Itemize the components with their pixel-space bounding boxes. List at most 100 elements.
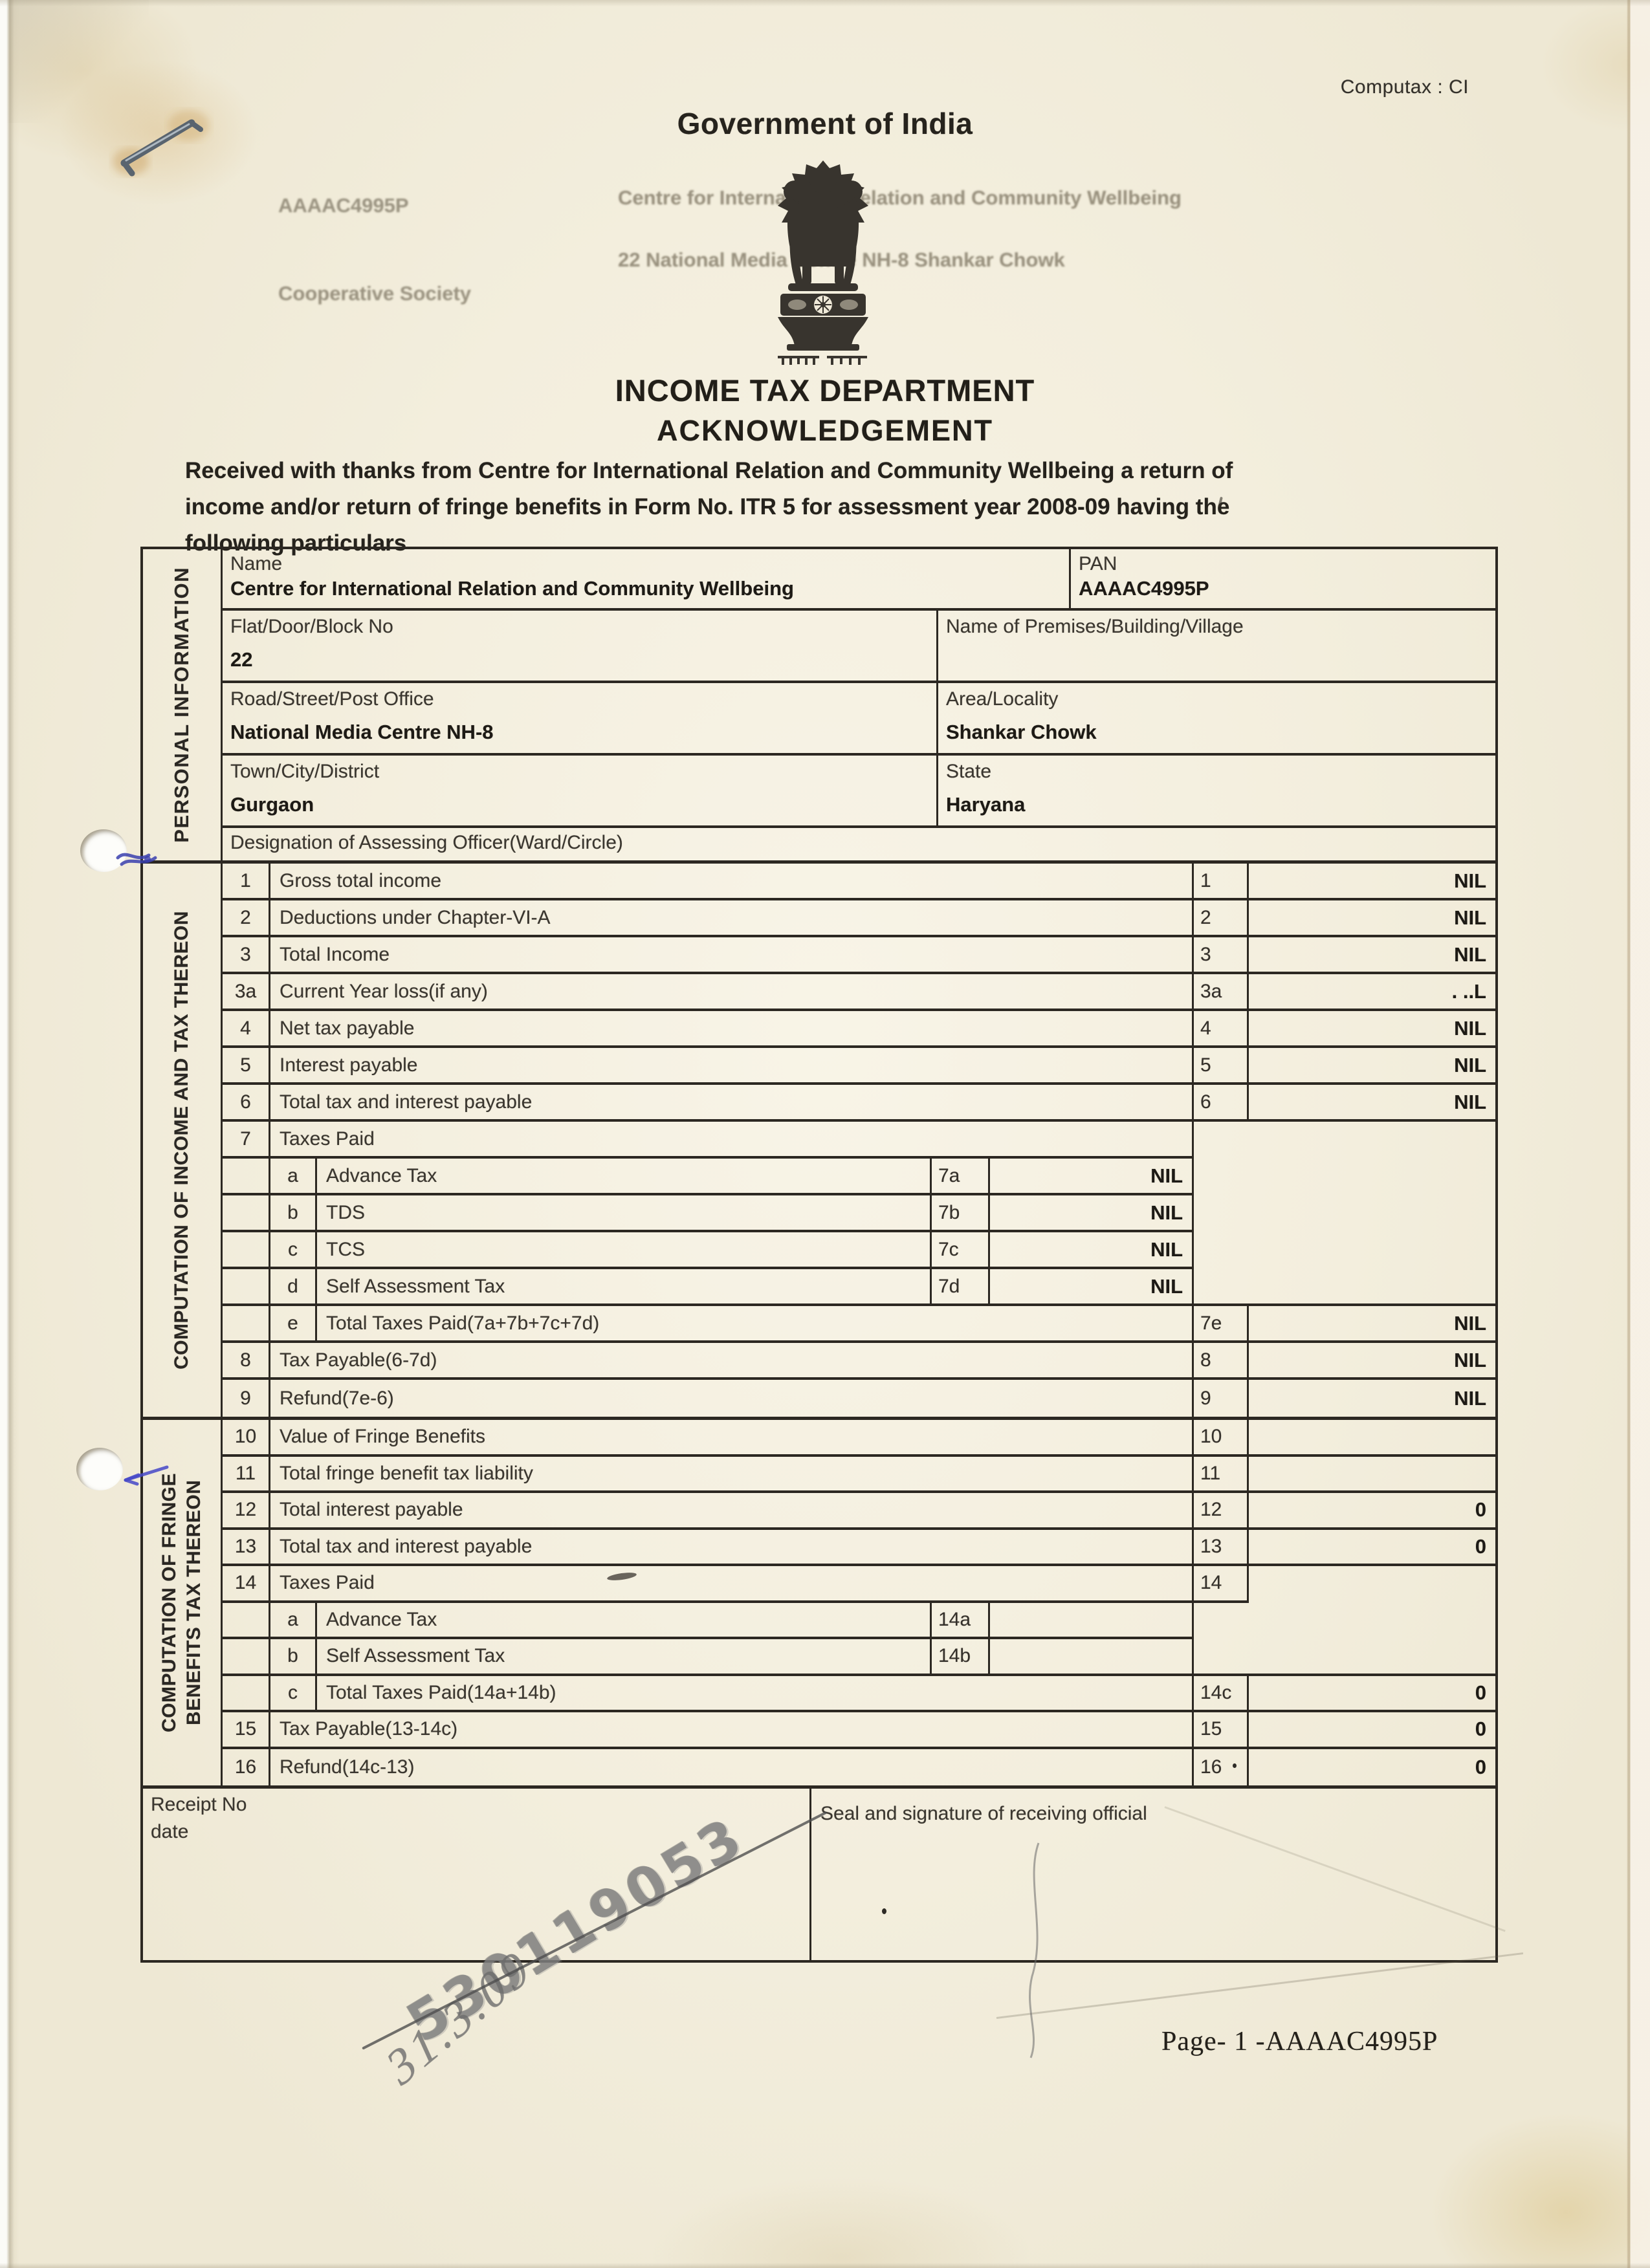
intro-line: Received with thanks from Centre for Int… — [185, 458, 1233, 483]
row-label: Total interest payable — [270, 1493, 1194, 1530]
row-serial: 14 — [223, 1566, 270, 1603]
row-value: NIL — [1249, 900, 1495, 937]
table-subrow: a Advance Tax 7a NIL — [223, 1159, 1495, 1195]
row-label: Tax Payable(13-14c) — [270, 1712, 1194, 1749]
table-row: 5 Interest payable 5 NIL — [223, 1048, 1495, 1085]
merged-empty-cell — [1194, 1122, 1495, 1159]
table-subrow: d Self Assessment Tax 7d NIL — [223, 1269, 1495, 1306]
row-code: 14c — [1194, 1675, 1249, 1712]
row-label: Refund(14c-13) — [270, 1749, 1194, 1785]
acknowledgement-table: PERSONAL INFORMATION Name Centre for Int… — [140, 547, 1498, 1963]
acknowledgement-title: ACKNOWLEDGEMENT — [657, 414, 993, 447]
row-road-area: Road/Street/Post Office National Media C… — [223, 683, 1495, 756]
table-row: 6 Total tax and interest payable 6 NIL — [223, 1085, 1495, 1122]
table-row: 10 Value of Fringe Benefits 10 — [223, 1420, 1495, 1457]
row-value — [1249, 1566, 1495, 1603]
row-label: Taxes Paid — [270, 1122, 1194, 1159]
scan-edge-right — [1627, 0, 1650, 2268]
row-label: TCS — [317, 1232, 932, 1269]
row-value: NIL — [1249, 1085, 1495, 1122]
row-code: 2 — [1194, 900, 1249, 937]
row-town-state: Town/City/District Gurgaon State Haryana — [223, 756, 1495, 828]
table-subrow: a Advance Tax 14a — [223, 1602, 1495, 1639]
row-value: 0 — [1475, 1755, 1486, 1778]
field-value: Haryana — [946, 793, 1026, 816]
field-value: Centre for International Relation and Co… — [230, 577, 794, 600]
table-subrow-total: e Total Taxes Paid(7a+7b+7c+7d) 7e NIL — [223, 1306, 1495, 1343]
merged-empty-cell — [1194, 1195, 1495, 1232]
row-name-pan: Name Centre for International Relation a… — [223, 549, 1495, 611]
row-letter: b — [270, 1639, 317, 1676]
row-flat-premises: Flat/Door/Block No 22 Name of Premises/B… — [223, 611, 1495, 683]
field-value: National Media Centre NH-8 — [230, 721, 494, 743]
row-value — [990, 1639, 1194, 1676]
row-label: Net tax payable — [270, 1011, 1194, 1048]
merged-empty-cell — [1194, 1232, 1495, 1269]
row-label: TDS — [317, 1195, 932, 1232]
row-value: NIL — [990, 1232, 1194, 1269]
cell-designation: Designation of Assessing Officer(Ward/Ci… — [223, 828, 1495, 860]
cell-state: State Haryana — [938, 756, 1495, 828]
row-code: 3a — [1194, 974, 1249, 1011]
field-label: Road/Street/Post Office — [230, 688, 434, 710]
row-letter: c — [270, 1675, 317, 1712]
row-letter: d — [270, 1269, 317, 1306]
row-code: 7e — [1194, 1306, 1249, 1343]
punch-hole — [76, 1448, 123, 1490]
table-row: 8 Tax Payable(6-7d) 8 NIL — [223, 1343, 1495, 1380]
row-code: 15 — [1194, 1712, 1249, 1749]
row-letter: e — [270, 1306, 317, 1343]
row-serial: 9 — [223, 1380, 270, 1417]
blue-ink-arrow — [124, 1465, 169, 1486]
page-footer: Page- 1 -AAAAC4995P — [1161, 2027, 1438, 2056]
row-code: 7b — [932, 1195, 990, 1232]
row-serial: 6 — [223, 1085, 270, 1122]
bleedthrough-text: Centre for International Relation and Co… — [618, 186, 1182, 209]
row-code: 7d — [932, 1269, 990, 1306]
table-row-taxes-paid: 7 Taxes Paid — [223, 1122, 1495, 1159]
receipt-no-label: Receipt No — [151, 1794, 247, 1815]
row-code: 6 — [1194, 1085, 1249, 1122]
row-serial: 5 — [223, 1048, 270, 1085]
merged-empty-cell — [1194, 1159, 1495, 1195]
cell-road: Road/Street/Post Office National Media C… — [223, 683, 938, 756]
row-serial: 8 — [223, 1343, 270, 1380]
table-row: 9 Refund(7e-6) 9 NIL — [223, 1380, 1495, 1417]
row-label: Advance Tax — [317, 1602, 932, 1639]
row-value: NIL — [990, 1195, 1194, 1232]
table-row: 15 Tax Payable(13-14c) 15 0 — [223, 1712, 1495, 1749]
section-label-personal: PERSONAL INFORMATION — [143, 549, 223, 860]
row-value: NIL — [1249, 1011, 1495, 1048]
row-code: 10 — [1194, 1420, 1249, 1457]
row-label: Total tax and interest payable — [270, 1529, 1194, 1566]
table-subrow: b TDS 7b NIL — [223, 1195, 1495, 1232]
row-label: Current Year loss(if any) — [270, 974, 1194, 1011]
row-label: Self Assessment Tax — [317, 1639, 932, 1676]
row-label: Taxes Paid — [270, 1566, 1194, 1603]
field-value: 22 — [230, 648, 253, 671]
field-value: AAAAC4995P — [1079, 577, 1209, 600]
emblem-motto-strokes — [778, 356, 867, 365]
row-value — [1249, 1457, 1495, 1493]
scan-edge-bottom — [0, 2263, 1650, 2268]
section-personal-information: PERSONAL INFORMATION Name Centre for Int… — [143, 549, 1495, 860]
field-label: State — [946, 761, 992, 782]
field-label: Area/Locality — [946, 688, 1059, 710]
table-subrow: b Self Assessment Tax 14b — [223, 1639, 1495, 1676]
table-row: 12 Total interest payable 12 0 — [223, 1493, 1495, 1530]
cell-pan: PAN AAAAC4995P — [1071, 549, 1495, 611]
ink-speck — [1233, 1763, 1237, 1768]
row-value: NIL — [990, 1269, 1194, 1306]
row-code: 14a — [932, 1602, 990, 1639]
row-serial: 1 — [223, 864, 270, 900]
bleedthrough-text: AAAAC4995P — [278, 194, 409, 217]
table-row: 1 Gross total income 1 NIL — [223, 864, 1495, 900]
cell-area: Area/Locality Shankar Chowk — [938, 683, 1495, 756]
row-label: Value of Fringe Benefits — [270, 1420, 1194, 1457]
row-label: Total Taxes Paid(14a+14b) — [317, 1675, 1194, 1712]
section-income-computation: COMPUTATION OF INCOME AND TAX THEREON 1 … — [143, 860, 1495, 1417]
field-label: Town/City/District — [230, 761, 380, 782]
table-row: 3 Total Income 3 NIL — [223, 937, 1495, 974]
staple-icon — [113, 110, 210, 177]
